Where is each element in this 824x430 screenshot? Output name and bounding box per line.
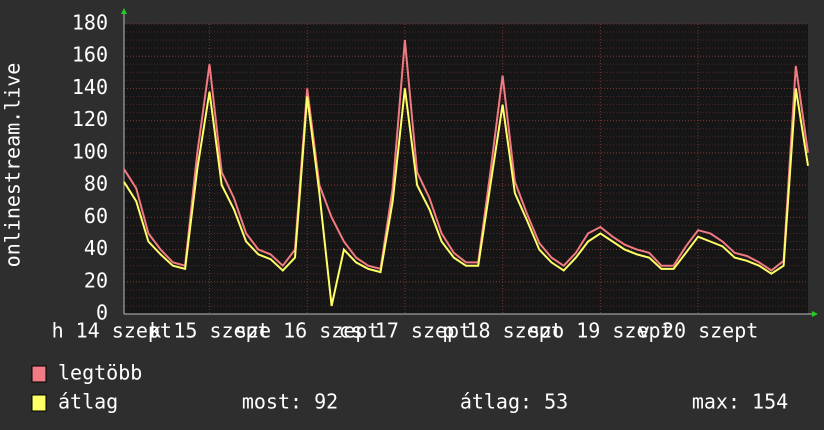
y-tick-label: 140 [72,75,108,99]
y-tick-label: 120 [72,107,108,131]
legend-stat: max: 154 [692,390,788,414]
x-tick-label: h 14 szept [52,319,172,343]
y-axis-label: onlinestream.live [1,63,25,268]
y-tick-label: 40 [84,236,108,260]
series-line [123,40,809,272]
legend-swatch [31,394,47,412]
y-tick-label: 160 [72,43,108,67]
y-tick-label: 0 [96,301,108,325]
legend-swatch [31,365,47,383]
y-tick-label: 20 [84,268,108,292]
x-tick-label: k 15 szept [149,319,269,343]
axis-arrow [121,8,127,14]
legend-stat: most: 92 [242,390,338,414]
y-tick-label: 180 [72,11,108,35]
x-tick-label: v 20 szept [638,319,758,343]
y-tick-label: 100 [72,139,108,163]
legend-label: legtöbb [58,361,142,385]
legend-label: átlag [58,390,118,414]
y-tick-label: 80 [84,172,108,196]
x-tick-label: sze 16 szept [235,319,380,343]
x-tick-label: p 18 szept [442,319,562,343]
x-tick-label: szo 19 szept [528,319,673,343]
series-line [123,88,809,307]
x-tick-label: cs 17 szept [339,319,471,343]
legend-stat: átlag: 53 [460,390,568,414]
axis-arrow [812,311,818,317]
y-tick-label: 60 [84,204,108,228]
